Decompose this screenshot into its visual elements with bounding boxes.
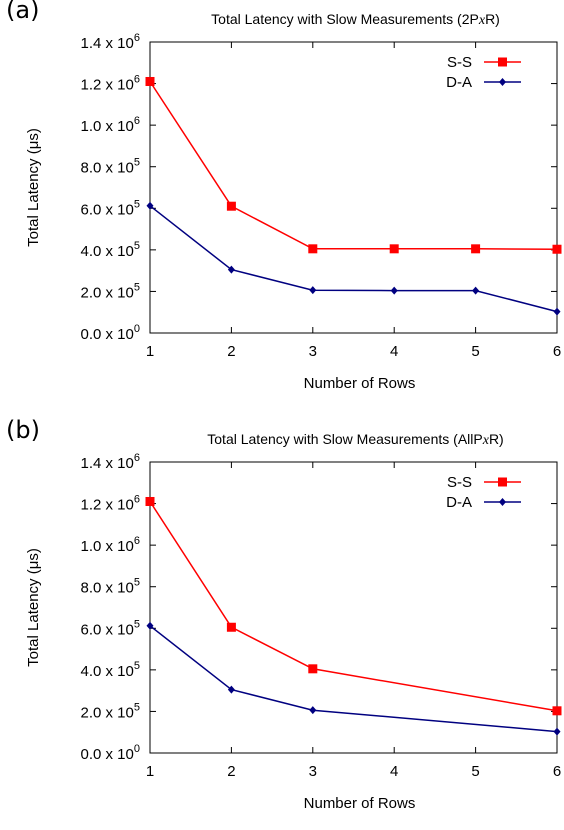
legend-marker <box>499 498 506 506</box>
x-axis-label: Number of Rows <box>304 795 416 812</box>
legend-label: D-A <box>446 494 472 511</box>
data-point <box>145 496 155 506</box>
y-tick-label: 6.0 x 105 <box>81 198 141 218</box>
plot-frame <box>149 41 558 334</box>
x-tick-label: 5 <box>471 343 479 360</box>
series-line-d-a <box>149 625 558 733</box>
y-tick-label: 2.0 x 105 <box>81 281 141 301</box>
data-point <box>472 286 480 295</box>
chart-title: Total Latency with Slow Measurements (2P… <box>211 11 500 28</box>
panel-label: (a) <box>6 0 40 24</box>
x-tick-label: 2 <box>227 343 235 360</box>
data-point <box>552 244 562 254</box>
legend-label: S-S <box>447 54 472 71</box>
chart-a: Total Latency with Slow Measurements (2P… <box>25 11 562 392</box>
y-tick-label: 0.0 x 100 <box>81 323 141 343</box>
chart-panel-b: (b) Total Latency with Slow Measurements… <box>0 416 564 830</box>
y-tick-label: 8.0 x 105 <box>81 577 141 597</box>
x-axis-label: Number of Rows <box>304 375 416 392</box>
legend-marker <box>498 57 507 67</box>
data-point <box>309 706 317 715</box>
x-tick-label: 4 <box>390 343 398 360</box>
y-axis-label: Total Latency (μs) <box>25 548 42 667</box>
legend-label: D-A <box>446 74 472 91</box>
y-tick-label: 1.0 x 106 <box>81 535 141 555</box>
chart-b: Total Latency with Slow Measurements (Al… <box>25 431 562 812</box>
y-tick-label: 1.4 x 106 <box>81 452 141 472</box>
x-tick-label: 1 <box>146 763 154 780</box>
y-tick-label: 4.0 x 105 <box>81 660 141 680</box>
data-point <box>226 201 236 211</box>
data-point <box>309 286 317 295</box>
y-tick-label: 1.2 x 106 <box>81 494 141 514</box>
y-tick-label: 1.2 x 106 <box>81 74 141 94</box>
data-point <box>145 76 155 86</box>
x-tick-label: 5 <box>471 763 479 780</box>
x-tick-label: 2 <box>227 763 235 780</box>
data-point <box>227 265 235 274</box>
y-tick-label: 6.0 x 105 <box>81 618 141 638</box>
series-line-s-s <box>149 501 558 712</box>
y-tick-label: 2.0 x 105 <box>81 701 141 721</box>
x-tick-label: 3 <box>309 343 317 360</box>
x-tick-label: 1 <box>146 343 154 360</box>
x-tick-label: 6 <box>553 343 561 360</box>
x-tick-label: 3 <box>309 763 317 780</box>
legend-label: S-S <box>447 474 472 491</box>
data-point <box>146 201 154 210</box>
panel-label: (b) <box>6 416 40 444</box>
y-tick-label: 4.0 x 105 <box>81 240 141 260</box>
data-point <box>226 622 236 632</box>
legend-marker <box>499 78 506 86</box>
data-point <box>308 664 318 674</box>
data-point <box>552 706 562 716</box>
plot-frame <box>149 461 558 754</box>
chart-title: Total Latency with Slow Measurements (Al… <box>207 431 503 448</box>
data-point <box>389 244 399 254</box>
chart-panel-a: (a) Total Latency with Slow Measurements… <box>0 0 564 410</box>
series-line-s-s <box>149 81 558 250</box>
data-point <box>146 621 154 630</box>
y-tick-label: 1.4 x 106 <box>81 32 141 52</box>
y-axis-label: Total Latency (μs) <box>25 128 42 247</box>
data-point <box>553 307 561 316</box>
y-tick-label: 1.0 x 106 <box>81 115 141 135</box>
data-point <box>553 727 561 736</box>
y-tick-label: 8.0 x 105 <box>81 157 141 177</box>
x-tick-label: 4 <box>390 763 398 780</box>
data-point <box>308 244 318 254</box>
data-point <box>227 685 235 694</box>
data-point <box>390 286 398 295</box>
x-tick-label: 6 <box>553 763 561 780</box>
y-tick-label: 0.0 x 100 <box>81 743 141 763</box>
series-line-d-a <box>149 205 558 313</box>
legend-marker <box>498 477 507 487</box>
data-point <box>471 244 481 254</box>
